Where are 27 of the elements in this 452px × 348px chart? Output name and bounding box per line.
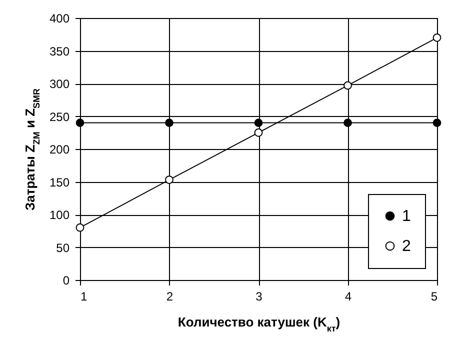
point: [76, 118, 84, 127]
y-tick-label: 200: [49, 142, 70, 156]
y-tick-label: 400: [49, 12, 70, 26]
y-tick-label: 300: [49, 77, 70, 91]
y-tick-label: 150: [49, 175, 70, 190]
point: [165, 176, 174, 184]
x-tick-label: 5: [430, 290, 438, 304]
point: [432, 33, 442, 42]
legend-label: 1: [402, 208, 411, 225]
legend-label: 2: [402, 238, 411, 255]
y-tick-label: 100: [49, 208, 70, 222]
y-tick-label: 250: [49, 110, 70, 124]
y-tick-label: 350: [49, 44, 70, 58]
point: [432, 118, 442, 127]
point: [344, 118, 352, 127]
point: [344, 81, 352, 90]
point: [165, 118, 174, 127]
point: [254, 118, 263, 127]
x-tick-label: 2: [166, 290, 174, 304]
x-tick-label: 3: [256, 290, 263, 304]
x-axis-title: Количество катушек (K$_{кт}$): [178, 314, 340, 334]
point: [76, 223, 84, 232]
x-tick-label: 1: [80, 290, 88, 304]
x-tick-label: 4: [344, 290, 352, 304]
y-tick-label: 50: [56, 240, 70, 255]
y-tick-label: 0: [62, 274, 70, 288]
point: [254, 128, 263, 137]
